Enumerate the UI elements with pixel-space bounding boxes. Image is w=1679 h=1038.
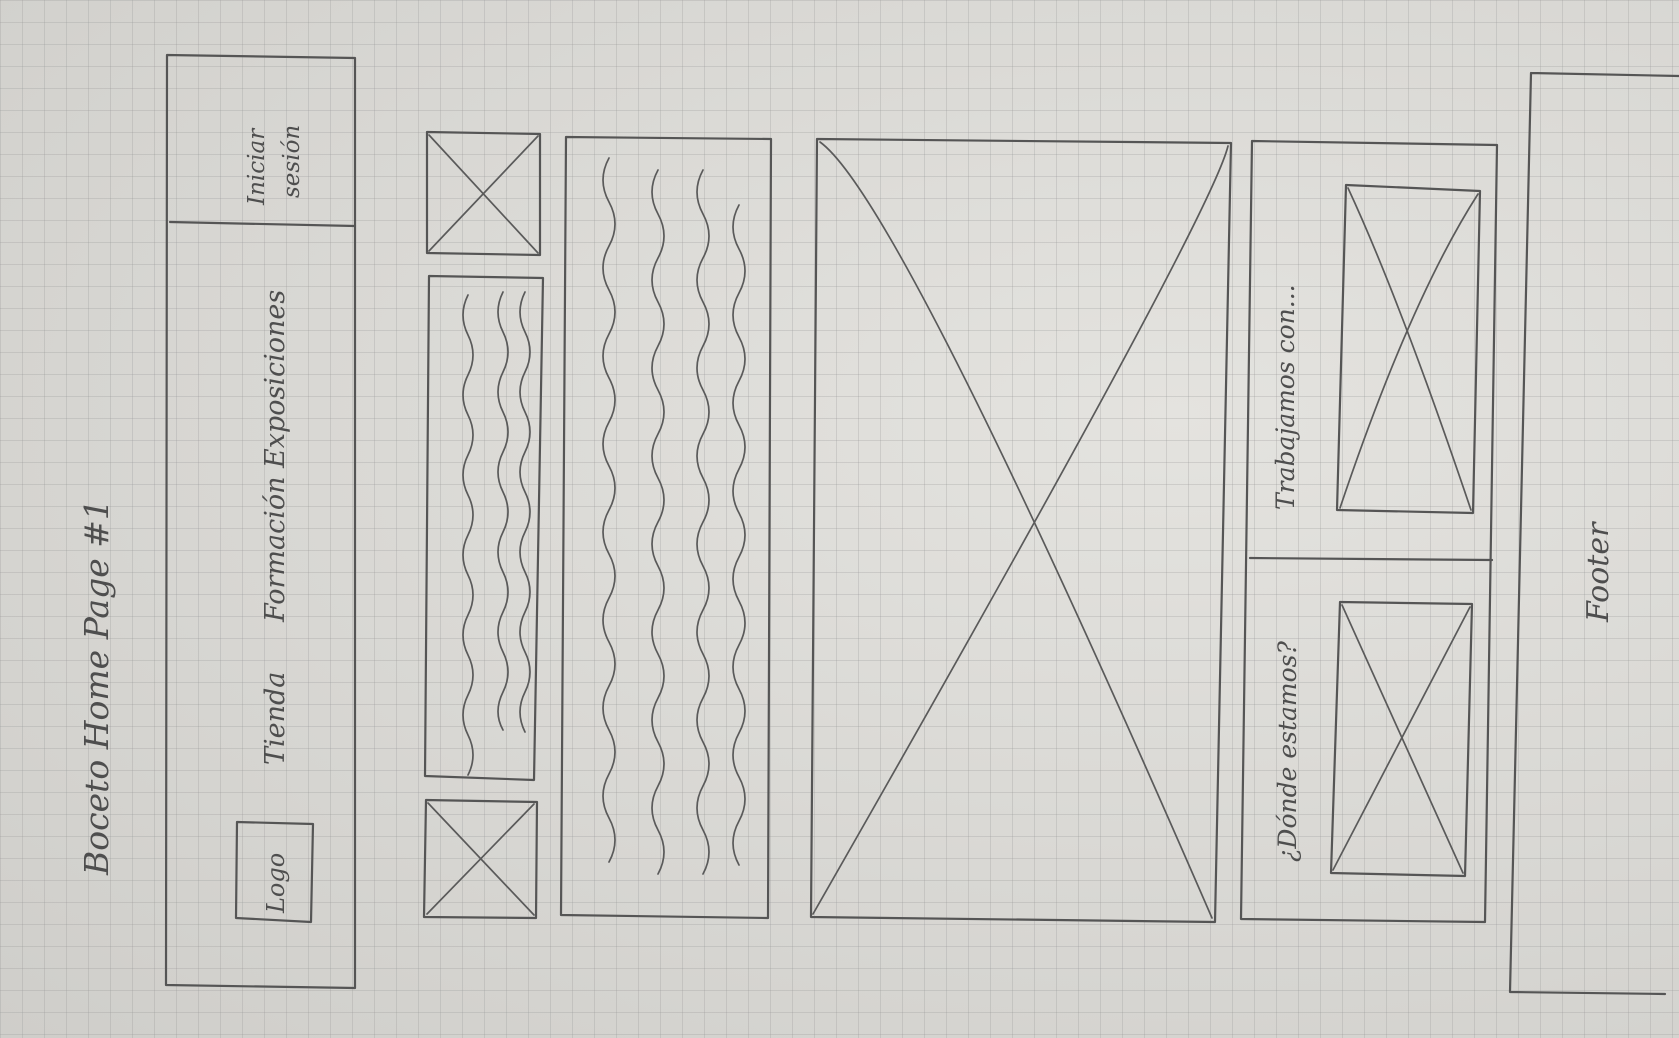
login-label: Iniciar [244,127,270,206]
logo-label: Logo [262,853,290,914]
login-button[interactable]: Iniciar sesión [244,125,305,206]
footer-label: Footer [1581,521,1616,623]
intro-row [422,130,545,920]
partners-label: Trabajamos con... [1271,284,1300,510]
image-placeholder-top [425,130,542,257]
logo[interactable]: Logo [234,820,315,924]
login-label-2: sesión [279,125,305,198]
hero-image-placeholder [809,137,1233,924]
page-title: Boceto Home Page #1 [77,499,116,876]
nav-item-formacion[interactable]: Formación [260,476,291,623]
text-block-small [423,274,545,782]
image-placeholder-bottom [422,798,539,920]
where-image-placeholder [1329,600,1474,878]
nav-item-exposiciones[interactable]: Exposiciones [260,290,291,469]
nav-item-tienda[interactable]: Tienda [260,672,291,765]
footer: Footer [1508,71,1679,996]
text-block-large [559,135,773,920]
partners-image-placeholder [1335,183,1482,515]
where-label: ¿Dónde estamos? [1273,640,1302,862]
header: Logo Tienda Formación Exposiciones Inici… [164,53,357,990]
info-section: Trabajamos con... ¿Dónde estamos? [1239,139,1499,924]
